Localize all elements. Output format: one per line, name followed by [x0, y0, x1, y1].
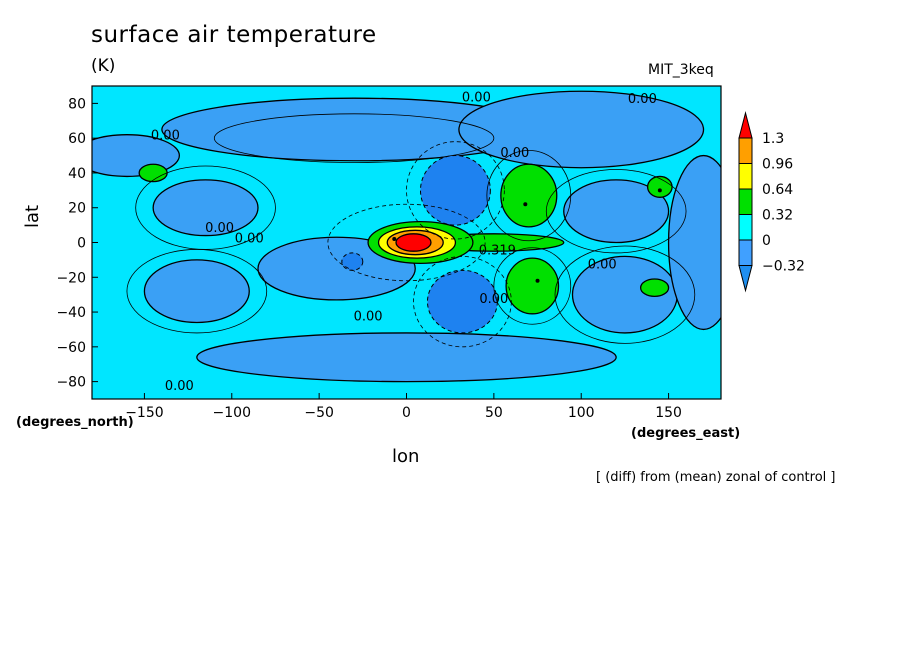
dashed-contour-line-0 — [406, 141, 505, 240]
negative-region-east-edge — [667, 154, 721, 331]
y-tick-label: −20 — [56, 270, 86, 286]
y-axis-units: (degrees_north) — [16, 415, 134, 430]
contour-dot-1 — [523, 202, 528, 207]
y-tick-label: 40 — [68, 166, 86, 182]
contour-dot-3 — [657, 188, 662, 193]
colorbar-level-label: 0 — [762, 233, 771, 249]
colorbar-level-label: 0.96 — [762, 157, 793, 173]
positive-region-southeast — [639, 278, 670, 298]
x-tick-label: 150 — [655, 405, 682, 421]
colorbar-level-label: 0.64 — [762, 182, 793, 198]
x-axis-ticks: −150 −100 −50 0 50 100 150 — [125, 393, 682, 421]
y-tick-label: 20 — [68, 201, 86, 217]
plot-area — [92, 86, 721, 399]
contour-label: 0.319 — [479, 243, 516, 258]
colorbar-top-triangle — [738, 111, 753, 139]
contour-label: 0.00 — [151, 129, 180, 144]
footnote: [ (diff) from (mean) zonal of control ] — [596, 470, 836, 485]
model-label: MIT_3keq — [648, 62, 714, 78]
contour-label: 0.00 — [354, 310, 383, 325]
contour-label: 0.00 — [205, 221, 234, 236]
colorbar-level-label: 1.3 — [762, 131, 784, 147]
y-tick-label: 60 — [68, 131, 86, 147]
x-axis-label: lon — [392, 446, 420, 467]
warm-core-13 — [395, 233, 432, 252]
contour-labels: 0.00 0.000.000.000.000.000.3190.000.000.0… — [151, 90, 657, 394]
contour-label: 0.00 — [462, 90, 491, 105]
x-tick-label: 50 — [485, 405, 503, 421]
colorbar-swatch — [738, 163, 753, 190]
colorbar-level-label: 0.32 — [762, 208, 793, 224]
x-tick-label: −150 — [125, 405, 163, 421]
positive-region-north — [500, 163, 558, 228]
contour-line-2 — [126, 249, 268, 334]
positive-region-west — [138, 163, 168, 183]
colorbar-bottom-triangle — [738, 265, 753, 293]
chart-title: surface air temperature — [91, 22, 377, 48]
strong-negative-small — [341, 252, 364, 271]
y-tick-label: 80 — [68, 96, 86, 112]
y-tick-label: −40 — [56, 305, 86, 321]
contour-label: 0.00 — [500, 146, 529, 161]
contour-label: 0.00 — [628, 92, 657, 107]
x-tick-label: 100 — [568, 405, 595, 421]
negative-region-east — [563, 179, 670, 244]
chart-units: (K) — [91, 56, 116, 76]
y-tick-label: −60 — [56, 340, 86, 356]
positive-region-east — [646, 175, 673, 198]
contour-line-5 — [493, 247, 572, 325]
contour-label: 0.00 — [588, 257, 617, 272]
colorbar-level-label: −0.32 — [762, 259, 805, 275]
y-axis-ticks: −80 −60 −40 −20 0 20 40 60 80 — [56, 96, 98, 391]
y-tick-label: −80 — [56, 375, 86, 391]
colorbar-swatch — [738, 188, 753, 215]
x-tick-label: 0 — [402, 405, 411, 421]
x-tick-label: −50 — [304, 405, 334, 421]
contour-label: 0.00 — [165, 379, 194, 394]
contour-line-1 — [545, 169, 687, 254]
contour-line-6 — [213, 113, 495, 163]
strong-negative-north — [419, 155, 491, 226]
negative-region-northeast — [458, 90, 705, 169]
negative-region-south — [196, 332, 617, 383]
y-tick-label: 0 — [77, 236, 86, 252]
positive-region-south — [505, 257, 560, 315]
contour-label: 0.00 — [479, 292, 508, 307]
contour-line-4 — [486, 149, 572, 242]
negative-region-west — [152, 179, 259, 237]
x-axis-units: (degrees_east) — [631, 426, 741, 441]
colorbar: 1.3 0.96 0.64 0.32 0 −0.32 — [738, 111, 805, 293]
dashed-contour-line-2 — [327, 203, 486, 282]
dashed-contour-line-1 — [413, 256, 512, 348]
contour-dot-2 — [535, 278, 540, 283]
colorbar-swatch — [738, 137, 753, 164]
negative-region-south-west — [143, 259, 250, 324]
colorbar-swatch — [738, 214, 753, 241]
x-tick-label: −100 — [213, 405, 251, 421]
contour-line-3 — [554, 245, 696, 344]
colorbar-swatch — [738, 239, 753, 266]
contour-label: 0.00 — [235, 231, 264, 246]
contour-dot-0 — [392, 237, 397, 242]
